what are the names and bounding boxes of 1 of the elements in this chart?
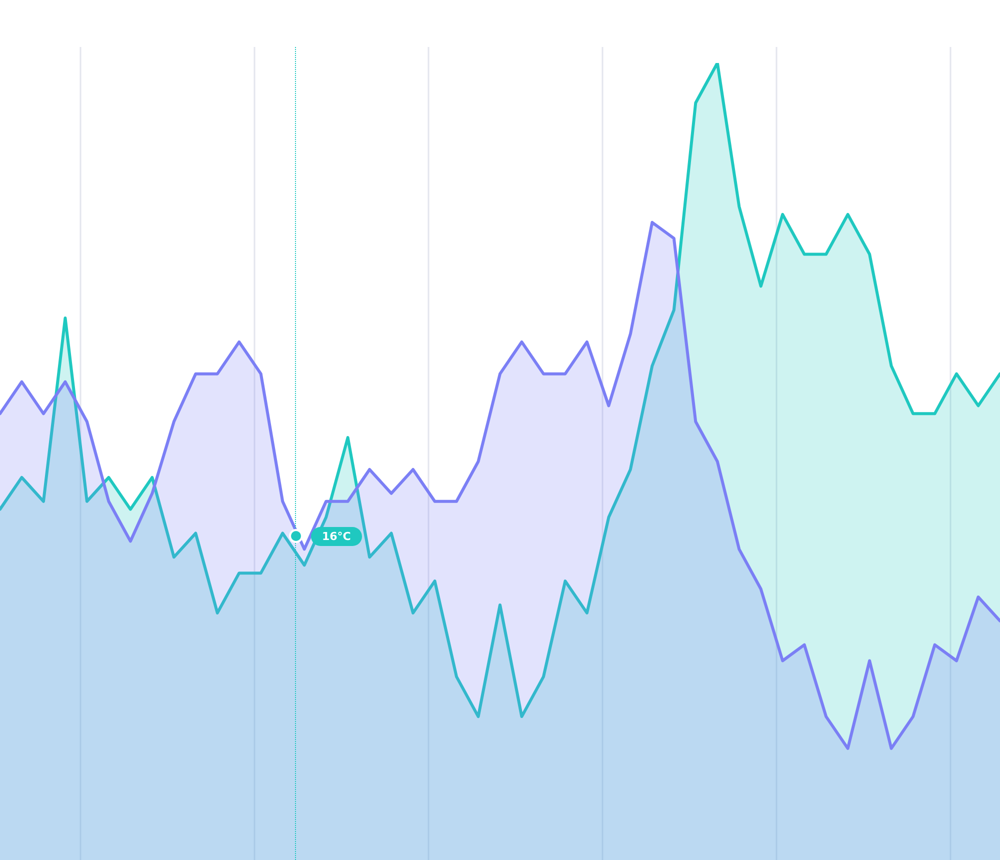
annotation: 16°C [311, 527, 362, 546]
